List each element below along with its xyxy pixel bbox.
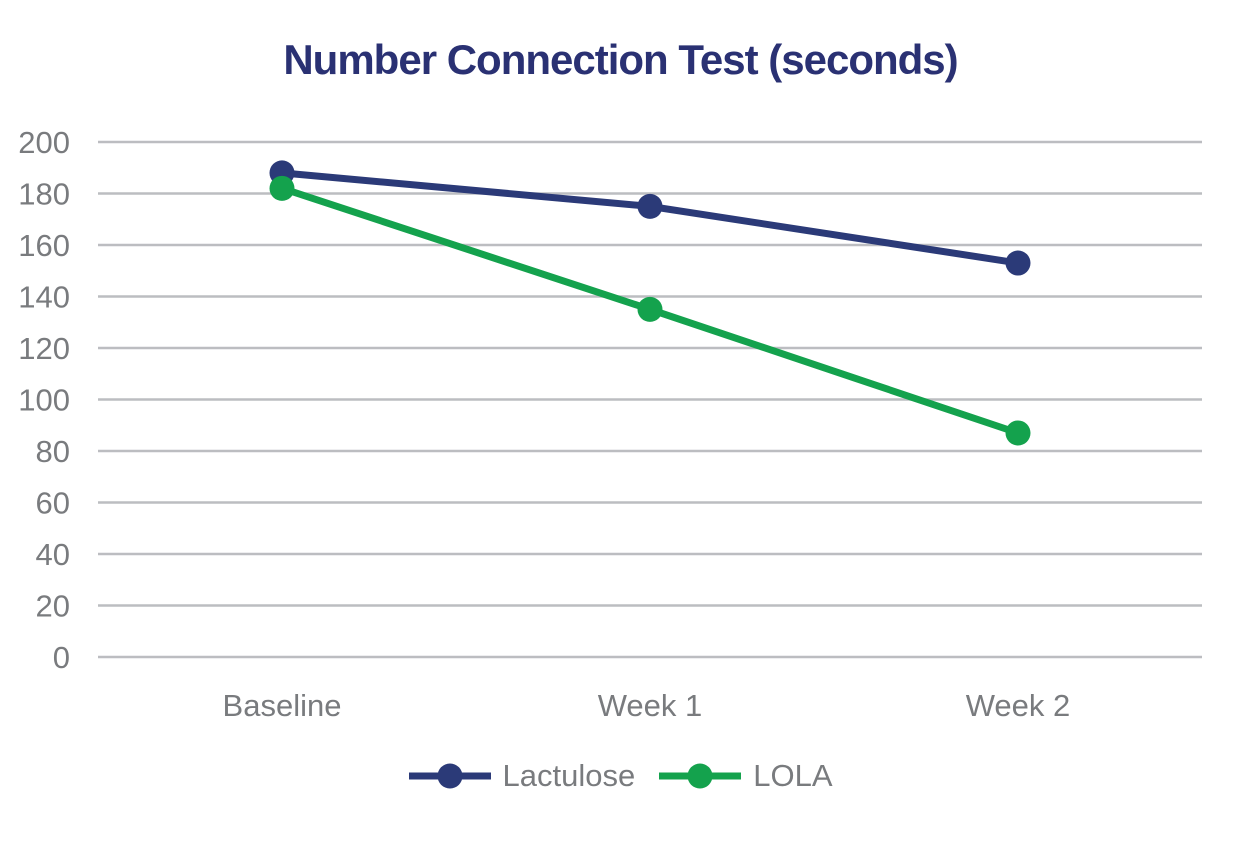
chart-title: Number Connection Test (seconds)	[283, 36, 958, 83]
x-axis-category-label: Baseline	[223, 688, 342, 723]
legend-item-lola: LOLA	[659, 758, 833, 794]
y-axis-tick-label: 180	[18, 177, 70, 212]
y-axis-tick-label: 140	[18, 280, 70, 315]
y-axis-tick-label: 160	[18, 228, 70, 263]
y-axis-tick-label: 60	[36, 486, 70, 521]
x-axis-category-label: Week 2	[966, 688, 1071, 723]
data-point-lola	[269, 175, 295, 201]
data-point-lactulose	[637, 193, 663, 219]
y-axis-tick-label: 0	[53, 640, 70, 675]
y-axis-tick-label: 80	[36, 434, 70, 469]
data-point-lola	[1005, 420, 1031, 446]
legend-item-lactulose: Lactulose	[408, 758, 636, 794]
lactulose-line-dot-icon	[408, 763, 491, 789]
data-point-lactulose	[1005, 250, 1031, 276]
y-axis-tick-label: 20	[36, 589, 70, 624]
data-point-lola	[637, 296, 663, 322]
lola-line-dot-icon	[659, 763, 742, 789]
y-axis-tick-label: 200	[18, 125, 70, 160]
legend-label-lactulose: Lactulose	[502, 758, 636, 793]
y-axis-tick-label: 120	[18, 331, 70, 366]
x-axis-category-label: Week 1	[598, 688, 703, 723]
y-axis-tick-label: 40	[36, 537, 70, 572]
legend: Lactulose LOLA	[0, 758, 1241, 794]
legend-label-lola: LOLA	[753, 758, 833, 793]
y-axis-tick-label: 100	[18, 383, 70, 418]
